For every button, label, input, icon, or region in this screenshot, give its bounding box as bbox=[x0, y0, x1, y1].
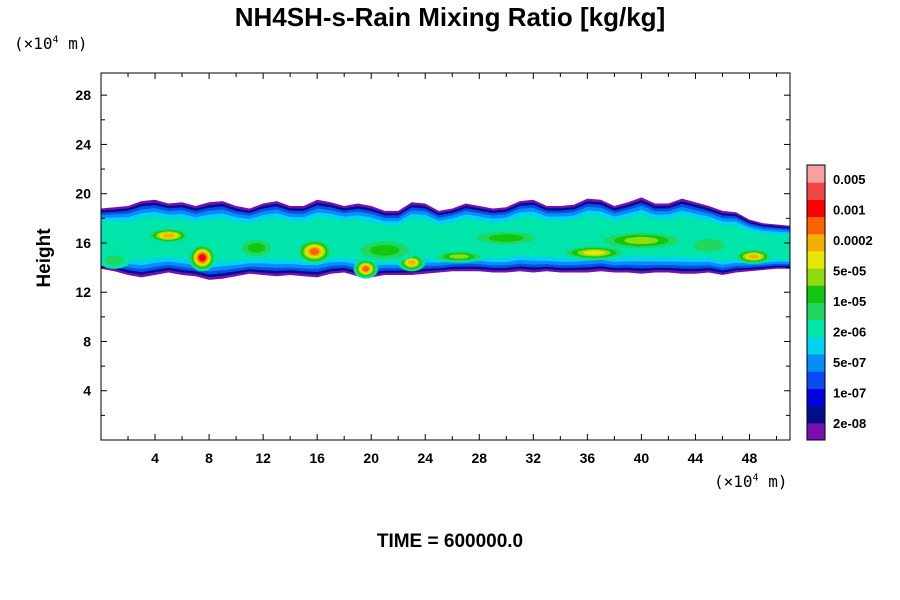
colorbar-swatch bbox=[807, 199, 825, 218]
colorbar-label: 5e-05 bbox=[833, 264, 866, 279]
y-tick-label: 16 bbox=[75, 235, 91, 251]
field-blob-3-level-12 bbox=[362, 266, 370, 272]
field-blob-7-level-9 bbox=[449, 254, 469, 259]
y-axis-label: Height bbox=[34, 228, 55, 288]
y-tick-label: 12 bbox=[75, 284, 91, 300]
y-axis-unit: (×104 m) bbox=[14, 34, 88, 53]
colorbar-swatch bbox=[807, 165, 825, 183]
colorbar-frame bbox=[806, 164, 826, 441]
plot-frame bbox=[100, 72, 791, 441]
colorbar-label: 5e-07 bbox=[833, 355, 866, 370]
colorbar-label: 0.005 bbox=[833, 172, 866, 187]
colorbar-swatch bbox=[807, 319, 825, 338]
field-blob-13-level-7 bbox=[105, 255, 124, 266]
colorbar-label: 1e-07 bbox=[833, 386, 866, 401]
field-blob-12-level-8 bbox=[370, 245, 400, 256]
field-blob-0-level-13 bbox=[198, 254, 206, 262]
x-tick-label: 48 bbox=[742, 450, 758, 466]
field-blob-5-level-11 bbox=[748, 254, 760, 259]
colorbar-swatch bbox=[807, 182, 825, 200]
colorbar-swatch bbox=[807, 285, 825, 303]
colorbar-label: 0.001 bbox=[833, 203, 866, 218]
field-blob-2-level-12 bbox=[309, 248, 320, 255]
x-tick-label: 12 bbox=[255, 450, 271, 466]
x-tick-label: 28 bbox=[471, 450, 487, 466]
colorbar-swatch bbox=[807, 371, 825, 389]
y-tick-label: 4 bbox=[83, 383, 91, 399]
field-blob-1-level-11 bbox=[162, 233, 175, 238]
colorbar-swatch bbox=[807, 422, 825, 441]
chart-title: NH4SH-s-Rain Mixing Ratio [kg/kg] bbox=[234, 2, 666, 32]
colorbar-swatch bbox=[807, 233, 825, 252]
colorbar-swatch bbox=[807, 268, 825, 286]
colorbar-label: 2e-08 bbox=[833, 416, 866, 431]
colorbar-label: 2e-06 bbox=[833, 325, 866, 340]
colorbar-swatch bbox=[807, 336, 825, 355]
colorbar-swatch bbox=[807, 302, 825, 321]
field-blob-9-level-9 bbox=[624, 236, 659, 245]
field-blob-4-level-11 bbox=[407, 260, 416, 266]
time-label: TIME = 600000.0 bbox=[376, 531, 524, 552]
colorbar-swatch bbox=[807, 354, 825, 372]
x-tick-label: 4 bbox=[151, 450, 159, 466]
x-tick-label: 40 bbox=[634, 450, 650, 466]
x-tick-label: 44 bbox=[688, 450, 704, 466]
field-blob-6-level-10 bbox=[583, 250, 605, 256]
y-tick-label: 20 bbox=[75, 186, 91, 202]
colorbar-swatch bbox=[807, 388, 825, 407]
x-tick-label: 20 bbox=[363, 450, 379, 466]
colorbar-swatch bbox=[807, 250, 825, 269]
colorbar-swatch bbox=[807, 216, 825, 235]
colorbar-label: 0.0002 bbox=[833, 233, 873, 248]
y-tick-label: 28 bbox=[75, 87, 91, 103]
x-axis-unit: (×104 m) bbox=[714, 472, 788, 491]
field-blob-11-level-7 bbox=[693, 239, 725, 252]
x-tick-label: 32 bbox=[526, 450, 542, 466]
colorbar-swatch bbox=[807, 405, 825, 424]
x-tick-label: 16 bbox=[309, 450, 325, 466]
colorbar-label: 1e-05 bbox=[833, 294, 866, 309]
x-tick-label: 24 bbox=[417, 450, 433, 466]
x-tick-label: 36 bbox=[580, 450, 596, 466]
field-blob-8-level-8 bbox=[247, 243, 266, 253]
x-tick-label: 8 bbox=[205, 450, 213, 466]
y-tick-label: 8 bbox=[83, 333, 91, 349]
y-tick-label: 24 bbox=[75, 136, 91, 152]
field-blob-10-level-8 bbox=[488, 234, 524, 242]
